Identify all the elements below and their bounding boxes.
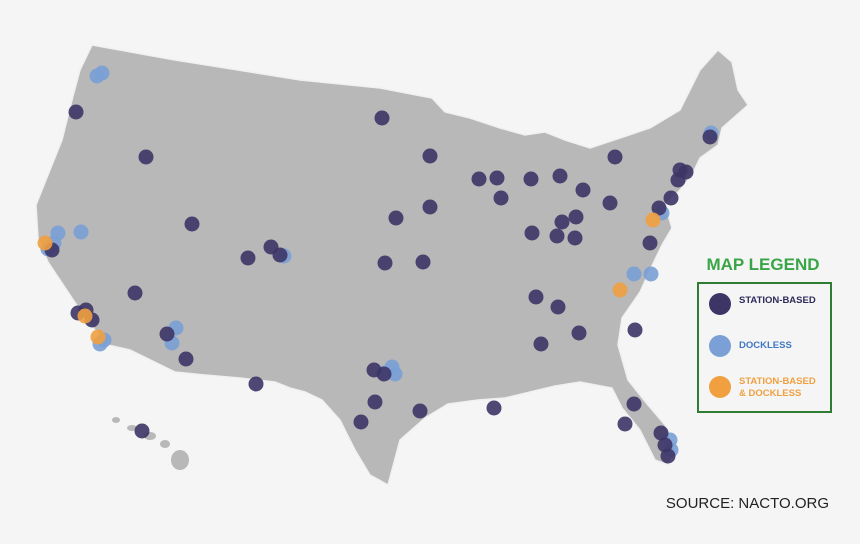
station-markers <box>37 65 719 464</box>
legend-swatch <box>709 376 731 398</box>
station-marker <box>643 266 659 282</box>
station-marker <box>127 285 143 301</box>
station-marker <box>94 65 110 81</box>
station-marker <box>552 168 568 184</box>
station-marker <box>645 212 661 228</box>
hawaii <box>112 417 189 470</box>
station-marker <box>422 148 438 164</box>
station-marker <box>571 325 587 341</box>
station-marker <box>642 235 658 251</box>
legend-label: STATION-BASED <box>739 295 816 306</box>
station-marker <box>248 376 264 392</box>
station-marker <box>138 149 154 165</box>
station-marker <box>567 230 583 246</box>
legend-title: MAP LEGEND <box>706 255 819 274</box>
station-marker <box>554 214 570 230</box>
station-marker <box>471 171 487 187</box>
station-marker <box>272 247 288 263</box>
station-marker <box>533 336 549 352</box>
station-marker <box>73 224 89 240</box>
station-marker <box>489 170 505 186</box>
legend-swatch <box>709 293 731 315</box>
source: SOURCE: NACTO.ORG <box>666 495 829 512</box>
station-marker <box>523 171 539 187</box>
station-marker <box>663 190 679 206</box>
station-marker <box>422 199 438 215</box>
station-marker <box>524 225 540 241</box>
station-marker <box>702 129 718 145</box>
station-marker <box>388 210 404 226</box>
station-marker <box>412 403 428 419</box>
station-marker <box>602 195 618 211</box>
station-marker <box>653 425 669 441</box>
station-marker <box>549 228 565 244</box>
legend-box <box>697 282 832 413</box>
station-marker <box>178 351 194 367</box>
station-marker <box>617 416 633 432</box>
station-marker <box>159 326 175 342</box>
legend-label: DOCKLESS <box>739 340 792 351</box>
station-marker <box>486 400 502 416</box>
station-marker <box>415 254 431 270</box>
station-marker <box>626 266 642 282</box>
station-marker <box>651 200 667 216</box>
station-marker <box>607 149 623 165</box>
station-marker <box>367 394 383 410</box>
station-marker <box>627 322 643 338</box>
station-marker <box>376 366 392 382</box>
station-marker <box>374 110 390 126</box>
station-marker <box>626 396 642 412</box>
station-marker <box>550 299 566 315</box>
station-marker <box>660 448 676 464</box>
station-marker <box>612 282 628 298</box>
station-marker <box>77 308 93 324</box>
station-marker <box>670 172 686 188</box>
station-marker <box>353 414 369 430</box>
legend-label: & DOCKLESS <box>739 388 801 399</box>
station-marker <box>68 104 84 120</box>
station-marker <box>377 255 393 271</box>
station-marker <box>37 235 53 251</box>
station-marker <box>575 182 591 198</box>
station-marker <box>90 329 106 345</box>
station-marker <box>528 289 544 305</box>
station-marker <box>184 216 200 232</box>
legend-swatch <box>709 335 731 357</box>
station-marker <box>240 250 256 266</box>
station-marker <box>568 209 584 225</box>
station-marker <box>134 423 150 439</box>
legend-label: STATION-BASED <box>739 376 816 387</box>
station-marker <box>493 190 509 206</box>
